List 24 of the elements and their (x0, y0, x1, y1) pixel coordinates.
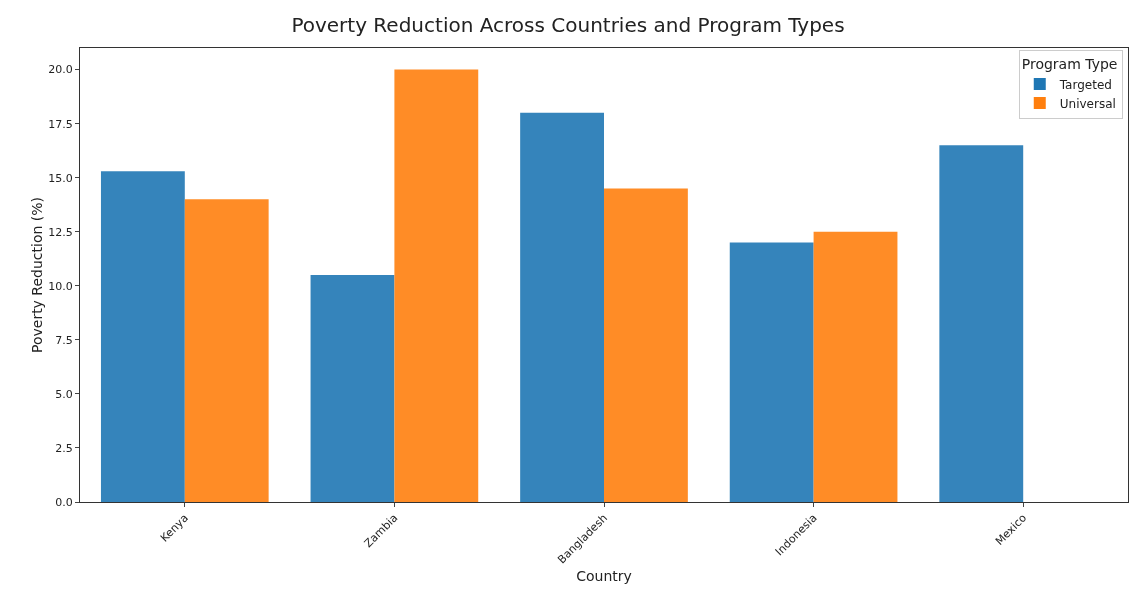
legend-title: Program Type (1021, 56, 1118, 73)
bar (520, 112, 604, 502)
y-tick-label: 12.5 (48, 225, 73, 239)
y-tick-label: 17.5 (48, 117, 73, 131)
bar (604, 188, 688, 502)
bar (729, 242, 814, 502)
y-tick-label: 0.0 (55, 495, 73, 509)
bar (394, 69, 479, 502)
bar (184, 199, 269, 502)
y-tick-label: 15.0 (48, 171, 73, 185)
bar (310, 275, 395, 502)
y-axis-title: Poverty Reduction (%) (29, 196, 45, 354)
x-axis-title: Country (576, 568, 632, 585)
y-tick-label: 10.0 (48, 279, 73, 293)
bar (813, 231, 898, 502)
legend-label: Universal (1059, 96, 1116, 111)
y-tick-label: 5.0 (55, 387, 73, 401)
y-tick-label: 2.5 (55, 441, 73, 455)
y-tick-label: 7.5 (55, 333, 73, 347)
bar (100, 171, 185, 502)
chart-title: Poverty Reduction Across Countries and Program Types (291, 13, 845, 38)
bar (939, 145, 1024, 502)
y-tick-label: 20.0 (48, 63, 73, 77)
legend-label: Targeted (1058, 77, 1112, 92)
